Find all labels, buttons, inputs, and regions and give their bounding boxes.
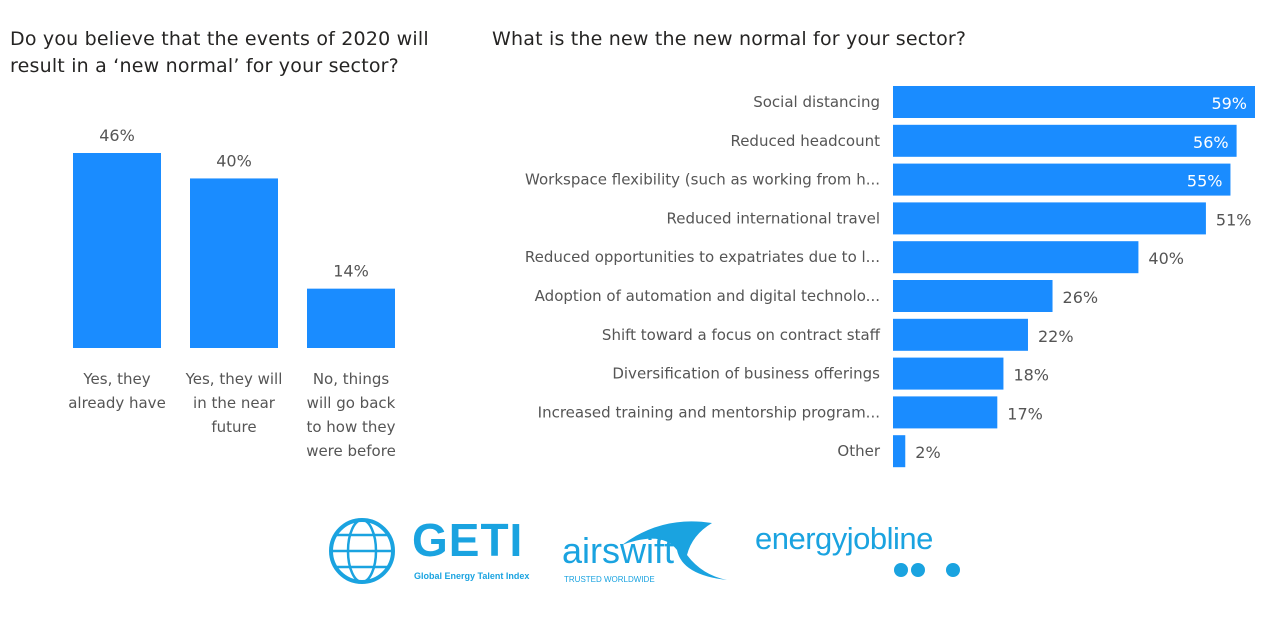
data-label: 17% [1007,404,1043,423]
bar [893,280,1053,312]
category-label: Reduced opportunities to expatriates due… [525,248,880,266]
category-label: Reduced international travel [666,209,880,227]
category-label: Increased training and mentorship progra… [538,403,880,421]
data-label: 55% [1187,172,1223,191]
energy-icons [894,563,960,577]
category-label: Adoption of automation and digital techn… [535,287,880,305]
bar [893,241,1139,274]
right-chart-title: What is the new the new normal for your … [492,28,967,50]
column-bar [73,153,161,348]
bar [893,396,998,429]
geti-tagline: Global Energy Talent Index [414,571,530,581]
category-label: in the near [193,394,276,412]
category-label: Shift toward a focus on contract staff [602,326,881,344]
bar [893,163,1231,196]
bar [893,435,906,468]
airswift-name: airswift [562,530,675,571]
category-label: Diversification of business offerings [612,365,880,383]
data-label: 40% [216,151,252,170]
data-label: 14% [333,262,369,281]
energyjobline-logo: energyjobline [755,522,975,582]
column-bar [307,288,395,348]
data-label: 56% [1193,133,1229,152]
swift-bird-icon [622,521,727,580]
left-chart-title: Do you believe that the events of 2020 w… [10,28,429,77]
data-label: 40% [1148,249,1184,268]
data-label: 51% [1216,210,1252,229]
category-label: Yes, they [82,370,150,388]
globe-icon [329,518,395,584]
category-label: will go back [307,394,396,412]
category-label: Workspace flexibility (such as working f… [525,171,880,189]
category-label: Social distancing [753,93,880,111]
energyjobline-name: energyjobline [755,521,933,556]
data-label: 2% [915,443,940,462]
bar [893,318,1028,351]
category-label: Yes, they will [185,370,283,388]
data-label: 59% [1211,94,1247,113]
bar [893,86,1255,118]
bar [893,357,1004,390]
data-label: 46% [99,126,135,145]
bar [893,124,1237,157]
data-label: 26% [1063,288,1099,307]
column-bar [190,178,278,348]
airswift-logo: airswift TRUSTED WORLDWIDE [562,515,732,585]
category-label: Other [837,442,880,460]
geti-logo: GETI Global Energy Talent Index [326,514,530,585]
category-label: Reduced headcount [730,132,880,150]
category-label: future [211,418,256,436]
geti-name: GETI [412,514,524,566]
category-label: to how they [306,418,395,436]
data-label: 22% [1038,327,1074,346]
category-label: already have [68,394,166,412]
category-label: were before [306,442,396,460]
category-label: No, things [313,370,390,388]
data-label: 18% [1013,366,1049,385]
airswift-tagline: TRUSTED WORLDWIDE [564,575,655,584]
bar [893,202,1206,235]
